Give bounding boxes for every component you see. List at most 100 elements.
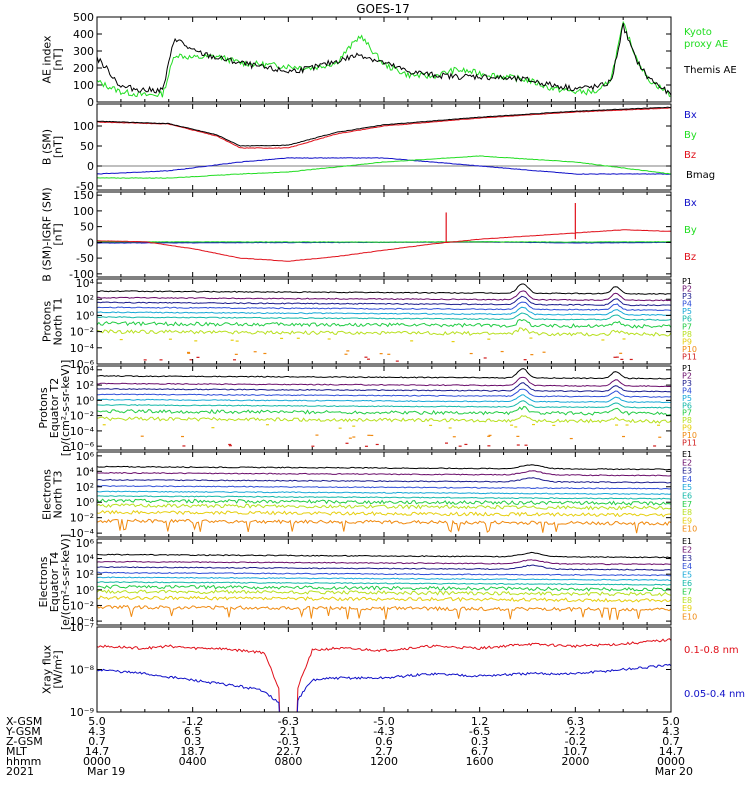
y-tick-label: 10² [76,293,94,306]
ephemeris-value: 18.7 [180,745,205,758]
y-axis-label: [nT] [52,48,65,70]
ephemeris-row-label: Y-GSM [5,725,41,738]
legend-entry: 0.05-0.4 nm [684,689,745,700]
legend-entry: Bz [684,150,696,161]
series-line [97,551,671,559]
channel-label: E10 [682,525,697,534]
series-line [97,406,671,416]
y-axis-label: [e/(cm²-s-sr-keV)] [59,534,72,630]
ephemeris-value: -0.2 [565,735,586,748]
y-axis-label: [nT] [52,136,65,158]
y-tick-label: 10⁻² [70,326,94,339]
ephemeris-value: Mar 19 [87,765,125,778]
y-axis-label: B (SM) [41,129,54,165]
series-line [97,576,671,581]
channel-label: P6 [682,401,692,410]
channel-label: E2 [682,545,692,554]
channel-label: E9 [682,604,692,613]
y-axis-label: AE index [41,35,54,84]
channel-label: P5 [682,307,692,316]
channel-label: P11 [682,439,697,448]
y-axis-label: Electrons [41,469,54,520]
y-tick-label: 10⁻⁷ [70,621,94,634]
y-tick-label: 10⁶ [76,537,95,550]
ephemeris-value: 2.7 [375,745,393,758]
channel-label: P3 [682,292,692,301]
legend-entry: 0.1-0.8 nm [684,645,739,656]
channel-label: P2 [682,285,692,294]
y-axis-label: [nT] [52,223,65,245]
y-tick-label: 10⁻⁴ [70,527,95,540]
channel-label: P9 [682,337,692,346]
ephemeris-value: -0.3 [278,735,299,748]
series-line [97,388,671,398]
ephemeris-value: 5.0 [662,715,680,728]
series-line [97,376,671,388]
y-axis-label: Protons [41,301,54,342]
channel-label: E2 [682,458,692,467]
ephemeris-value: 0.6 [375,735,393,748]
y-tick-label: 10⁴ [76,553,95,566]
series-line [97,498,671,506]
ephemeris-value: 10.7 [563,745,588,758]
y-tick-label: 10⁻⁹ [70,706,94,719]
ephemeris-value: 14.7 [85,745,110,758]
y-tick-label: 10² [76,481,94,494]
channel-label: E3 [682,554,692,563]
y-axis-label: B (SM)-IGRF (SM) [41,187,54,281]
y-tick-label: -100 [69,268,94,281]
y-tick-label: 10⁻² [70,410,94,423]
y-tick-label: 10⁻⁴ [70,425,95,438]
channel-label: P1 [682,364,692,373]
series-line [97,295,671,307]
series-line [97,318,671,329]
panel-frame [96,191,672,278]
series-line [97,400,671,409]
y-tick-label: 0 [87,236,94,249]
ephemeris-value: 4.3 [662,725,680,738]
y-tick-label: 10² [76,379,94,392]
ephemeris-row-label: 2021 [6,765,34,778]
channel-label: E5 [682,571,692,580]
y-tick-label: 10⁰ [76,309,95,322]
y-axis-label: [W/m²] [52,650,65,688]
y-tick-label: 100 [73,205,94,218]
y-tick-label: 10⁻⁶ [70,440,95,453]
series-line [97,290,671,302]
y-axis-label: Protons [37,387,50,428]
ephemeris-value: 0.3 [471,735,489,748]
series-line [97,509,671,518]
y-tick-label: 400 [73,28,94,41]
panel-frame [96,103,672,191]
y-tick-label: 10⁻² [70,599,94,612]
ephemeris-value: 0.3 [184,735,202,748]
channel-label: P7 [682,409,692,418]
panel-db: 150 100 50 0 -50 -100 B (SM)-IGRF (SM)[nT] Bx By… [41,187,697,281]
y-tick-label: 100 [73,120,94,133]
series-line [97,283,671,295]
ephemeris-row-label: MLT [6,745,27,758]
y-axis-label: North T1 [52,298,65,346]
y-tick-label: 10⁻² [70,512,94,525]
plot-area [97,283,671,362]
channel-label: P2 [682,371,692,380]
series-line [97,604,671,621]
ephemeris-value: 0.7 [662,735,680,748]
y-tick-label: 200 [73,62,94,75]
panel-frame [96,451,672,538]
series-line [97,368,671,380]
channel-label: E6 [682,579,692,588]
panel-frame [96,626,672,713]
y-tick-label: 10⁻⁴ [70,615,95,628]
series-line [97,327,671,337]
series-line [97,663,671,712]
channel-label: P4 [682,386,692,395]
panel-frame [96,538,672,626]
y-axis-label: Xray flux [41,644,54,694]
y-tick-label: 10⁰ [76,584,95,597]
ephemeris-value: 0000 [657,755,685,768]
